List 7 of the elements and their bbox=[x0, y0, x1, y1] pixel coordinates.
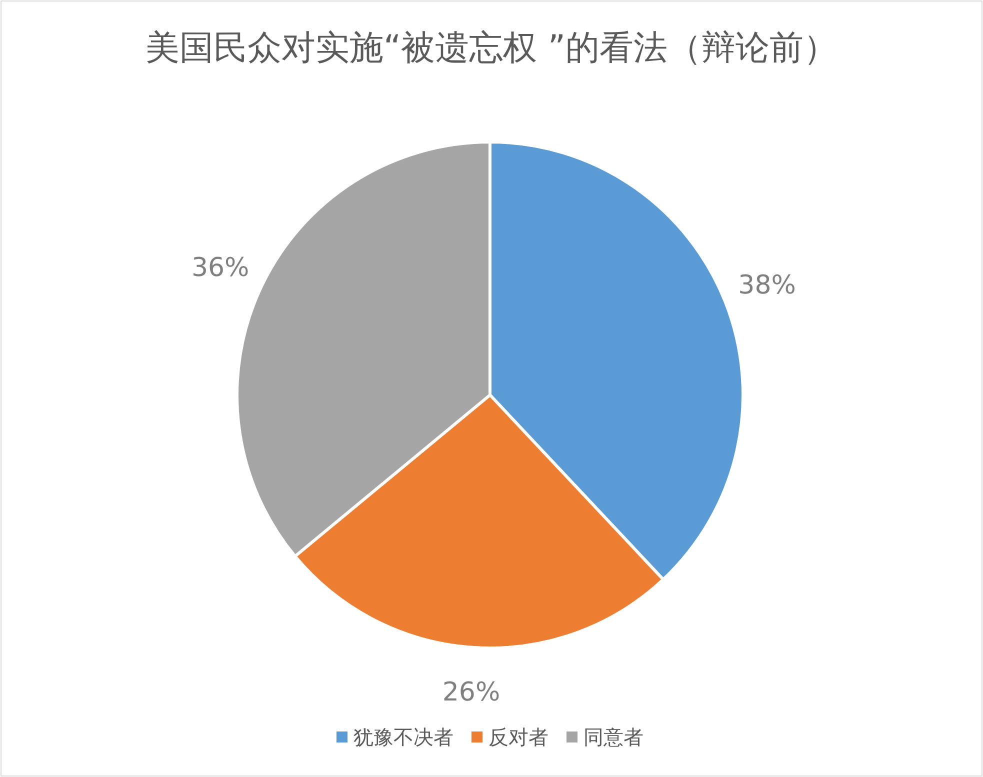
legend-label: 犹豫不决者 bbox=[354, 725, 454, 749]
data-label: 36% bbox=[191, 253, 250, 284]
chart-title: 美国民众对实施“被遗忘权 ”的看法（辩论前） bbox=[145, 28, 838, 68]
data-label: 38% bbox=[738, 270, 796, 300]
legend-label: 反对者 bbox=[488, 725, 548, 749]
data-label: 26% bbox=[442, 677, 500, 708]
legend-label: 同意者 bbox=[584, 725, 644, 749]
